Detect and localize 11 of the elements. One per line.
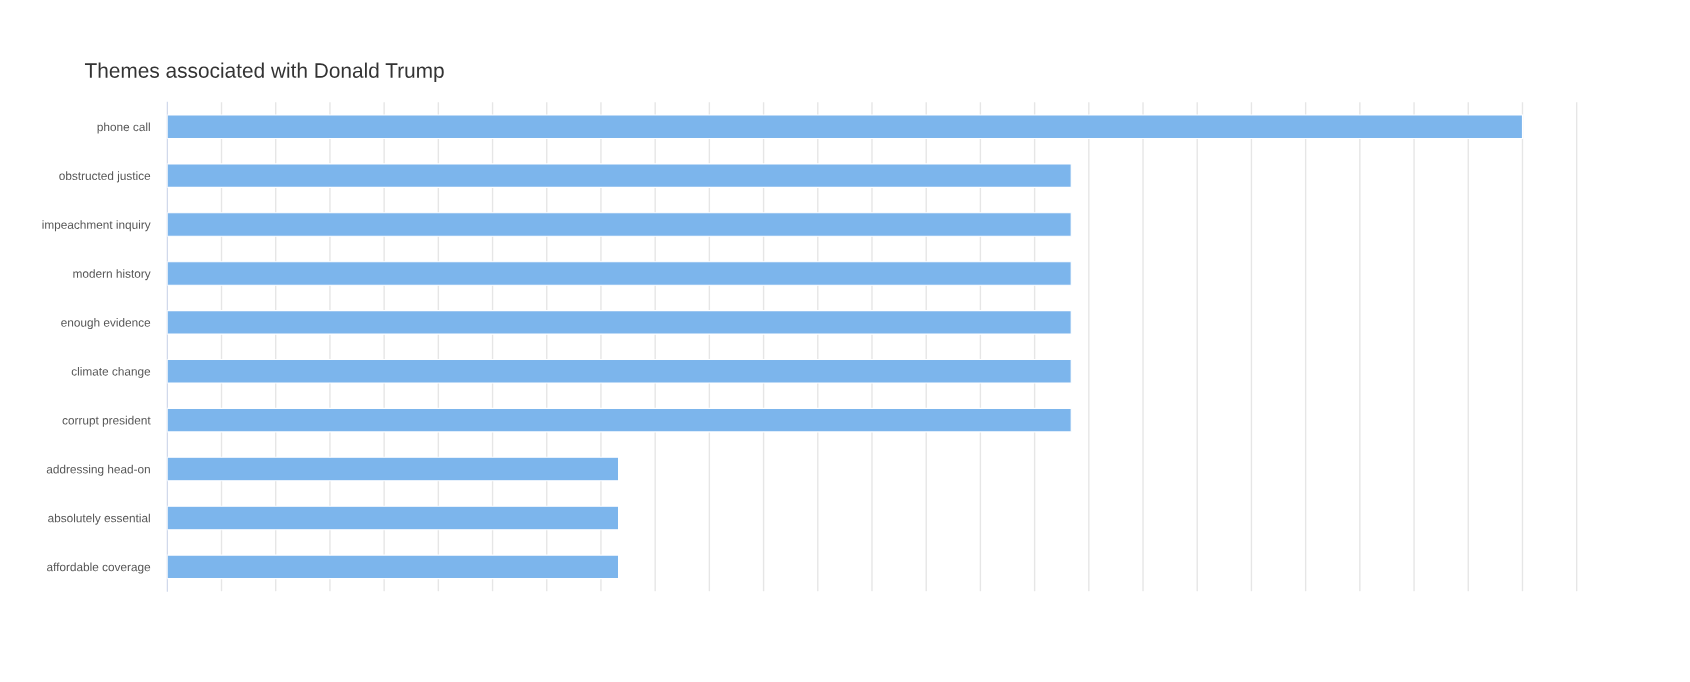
y-tick-label: impeachment inquiry bbox=[42, 220, 151, 232]
y-tick-label: addressing head-on bbox=[46, 464, 150, 476]
chart-title: Themes associated with Donald Trump bbox=[84, 62, 444, 82]
y-tick-label: obstructed justice bbox=[59, 171, 151, 183]
y-tick-label: absolutely essential bbox=[48, 513, 150, 525]
y-tick-label: affordable coverage bbox=[47, 562, 151, 574]
y-tick-label: modern history bbox=[73, 269, 151, 281]
y-tick-label: enough evidence bbox=[61, 318, 151, 330]
y-tick-label: climate change bbox=[71, 366, 151, 378]
y-tick-label: phone call bbox=[97, 122, 150, 134]
y-tick-label: corrupt president bbox=[62, 415, 151, 427]
